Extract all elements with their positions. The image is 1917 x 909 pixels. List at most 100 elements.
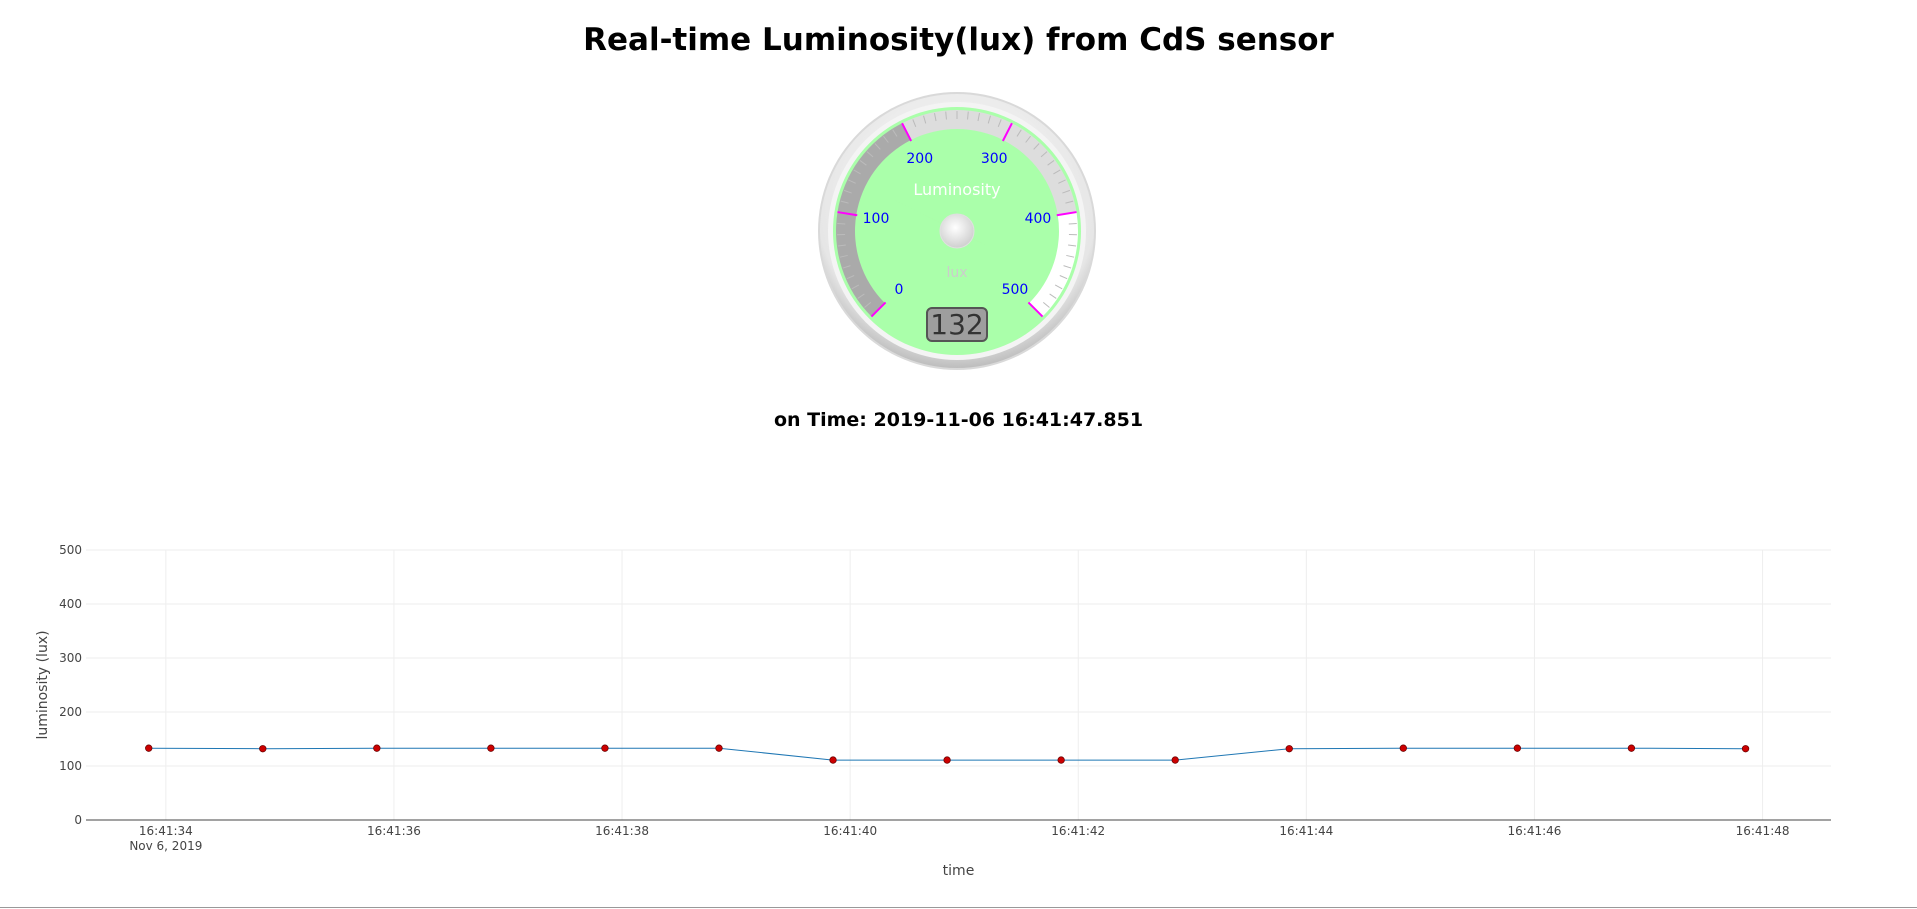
gauge-minor-tick — [945, 111, 947, 120]
measurement-time: on Time: 2019-11-06 16:41:47.851 — [773, 409, 1144, 431]
gauge-highlight-band — [1029, 212, 1078, 317]
gauge-tick-label: 0 — [895, 282, 904, 298]
gauge-minor-tick — [1063, 265, 1072, 269]
chart-x-tick-label: 16:41:48 — [1736, 824, 1790, 838]
gauge-major-tick — [837, 211, 858, 217]
chart-x-tick-label: 16:41:38 — [595, 824, 649, 838]
gauge-minor-tick — [843, 189, 852, 194]
gauge-canvas: 0 100 200 300 400 500 Luminosity lux 132 — [818, 92, 1096, 370]
gauge-needle-cap — [939, 213, 975, 249]
gauge-minor-tick — [837, 244, 846, 247]
gauge-minor-tick — [842, 265, 851, 269]
gauge-minor-tick — [1068, 244, 1077, 247]
chart-data-point — [1057, 756, 1065, 764]
gauge-minor-tick — [1062, 189, 1071, 194]
gauge-tick-label: 400 — [1025, 211, 1052, 227]
gauge-minor-tick — [1025, 135, 1031, 143]
chart-y-tick-label: 400 — [59, 597, 82, 611]
gauge-highlight-band — [902, 110, 1077, 216]
chart-data-point — [1285, 745, 1293, 753]
gauge-minor-tick — [934, 113, 937, 122]
gauge-minor-tick — [1053, 169, 1061, 175]
gauge-minor-tick — [997, 119, 1002, 128]
gauge-minor-tick — [923, 115, 927, 124]
chart-y-tick-label: 500 — [59, 543, 82, 557]
gauge-minor-tick — [864, 302, 872, 308]
gauge-minor-tick — [892, 129, 898, 137]
chart-y-tick-label: 0 — [74, 813, 82, 827]
gauge-minor-tick — [1033, 143, 1040, 150]
gauge-minor-tick — [840, 200, 849, 204]
gauge-minor-tick — [1068, 222, 1077, 225]
gauge-minor-tick — [846, 275, 855, 280]
gauge-major-tick — [1027, 301, 1044, 318]
chart-data-point — [487, 744, 495, 752]
gauge-minor-tick — [1054, 284, 1063, 290]
chart-x-tick-label: 16:41:46 — [1508, 824, 1562, 838]
chart-data-point — [1399, 744, 1407, 752]
chart-data-point — [829, 756, 837, 764]
gauge-tick-label: 100 — [863, 211, 890, 227]
chart-data-point — [1741, 745, 1750, 753]
chart-data-point — [601, 744, 609, 752]
gauge-major-tick — [901, 122, 913, 142]
gauge-minor-tick — [857, 293, 865, 299]
chart-data-point — [145, 744, 153, 752]
chart-data-point — [715, 744, 723, 752]
gauge-major-tick — [1001, 122, 1013, 142]
gauge-minor-tick — [1040, 151, 1048, 158]
gauge-minor-tick — [1047, 160, 1055, 166]
gauge-minor-tick — [848, 179, 856, 184]
chart-x-tick-label: 16:41:34 — [139, 824, 193, 838]
gauge-value-text: 132 — [930, 308, 983, 341]
gauge-minor-tick — [851, 284, 860, 290]
luminosity-chart: 0 100 200 300 400 500 16:41:34 Nov 6, 2019 16:41… — [0, 530, 1917, 890]
gauge-minor-tick — [866, 151, 874, 158]
chart-data-point — [1627, 744, 1636, 752]
chart-y-tick-label: 100 — [59, 759, 82, 773]
gauge-minor-tick — [1065, 200, 1074, 204]
gauge-minor-tick — [1049, 293, 1057, 299]
chart-x-tick-sublabel: Nov 6, 2019 — [129, 839, 202, 853]
chart-data-point — [373, 744, 381, 752]
gauge-tick-label: 200 — [906, 151, 933, 167]
chart-x-tick-label: 16:41:40 — [823, 824, 877, 838]
gauge-minor-tick — [853, 169, 861, 175]
chart-data-point — [259, 745, 267, 753]
chart-x-tick-label: 16:41:42 — [1051, 824, 1105, 838]
gauge-minor-tick — [859, 160, 867, 166]
gauge-minor-tick — [837, 222, 846, 225]
chart-data-point — [1171, 756, 1179, 764]
chart-y-tick-label: 300 — [59, 651, 82, 665]
luminosity-gauge: 0 100 200 300 400 500 Luminosity lux 132 — [817, 91, 1097, 371]
chart-x-axis-title: time — [943, 863, 975, 879]
gauge-minor-tick — [1058, 179, 1066, 184]
gauge-minor-tick — [987, 115, 991, 124]
chart-y-tick-label: 200 — [59, 705, 82, 719]
gauge-minor-tick — [874, 143, 881, 150]
gauge-minor-tick — [1016, 129, 1022, 137]
gauge-title: Luminosity — [913, 180, 1000, 199]
gauge-minor-tick — [977, 113, 980, 122]
bottom-divider — [0, 907, 1917, 908]
gauge-minor-tick — [1042, 302, 1050, 308]
chart-x-tick-label: 16:41:44 — [1279, 824, 1333, 838]
gauge-major-tick — [1056, 211, 1077, 217]
gauge-highlight-band — [836, 123, 911, 317]
gauge-tick-label: 300 — [981, 151, 1008, 167]
gauge-minor-tick — [967, 111, 969, 120]
page-title: Real-time Luminosity(lux) from CdS senso… — [583, 22, 1334, 58]
gauge-minor-tick — [1059, 275, 1068, 280]
gauge-minor-tick — [912, 119, 917, 128]
gauge-units: lux — [946, 265, 967, 281]
gauge-tick-label: 500 — [1002, 282, 1029, 298]
chart-data-point — [943, 756, 951, 764]
chart-x-tick-label: 16:41:36 — [367, 824, 421, 838]
gauge-value-box — [926, 307, 988, 342]
gauge-minor-tick — [883, 135, 889, 143]
chart-y-axis-title: luminosity (lux) — [35, 630, 51, 739]
gauge-minor-tick — [1066, 254, 1075, 258]
gauge-minor-tick — [839, 254, 848, 258]
chart-data-point — [1513, 744, 1522, 752]
